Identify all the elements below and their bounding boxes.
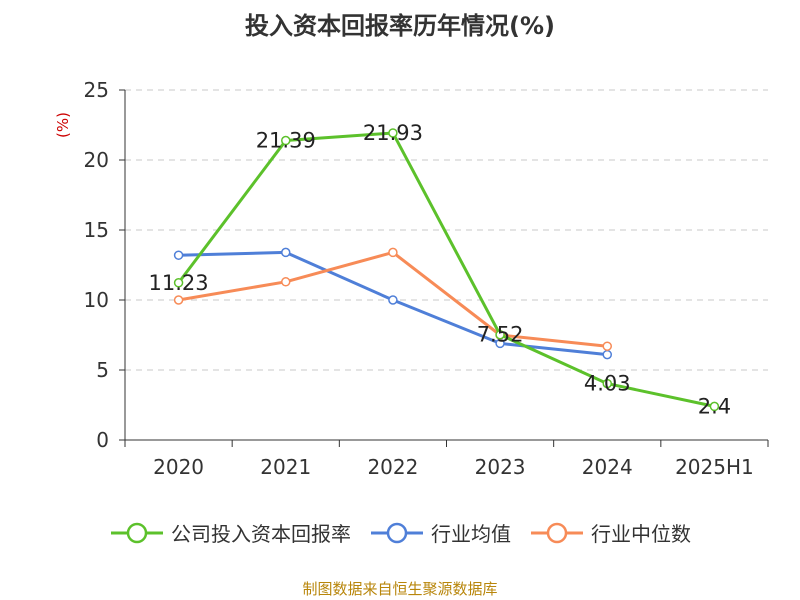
data-point bbox=[602, 378, 612, 389]
legend-label: 行业均值 bbox=[431, 522, 511, 546]
y-tick-label: 10 bbox=[84, 288, 109, 312]
legend-label: 公司投入资本回报率 bbox=[171, 522, 351, 546]
data-point bbox=[388, 247, 398, 258]
chart-title: 投入资本回报率历年情况(%) bbox=[245, 12, 555, 40]
legend: 公司投入资本回报率 行业均值 行业中位数 bbox=[0, 518, 800, 547]
data-label: 4.03 bbox=[584, 372, 631, 396]
data-point bbox=[173, 278, 184, 288]
legend-item[interactable]: 公司投入资本回报率 bbox=[109, 518, 351, 547]
y-tick-label: 25 bbox=[84, 78, 109, 102]
x-tick-label: 2023 bbox=[475, 455, 526, 479]
legend-item[interactable]: 行业中位数 bbox=[529, 518, 691, 547]
data-point bbox=[709, 401, 720, 412]
y-tick-label: 0 bbox=[96, 428, 109, 452]
data-label: 21.39 bbox=[256, 129, 316, 153]
data-label: 21.93 bbox=[363, 121, 423, 145]
legend-symbol-icon bbox=[531, 522, 583, 543]
x-tick-label: 2024 bbox=[582, 455, 633, 479]
data-point bbox=[173, 250, 184, 260]
y-axis-label: (%) bbox=[54, 112, 72, 138]
y-tick-label: 5 bbox=[96, 358, 109, 382]
data-point bbox=[495, 329, 505, 340]
legend-label: 行业中位数 bbox=[591, 522, 691, 546]
x-tick-label: 2021 bbox=[260, 455, 311, 479]
data-point bbox=[281, 247, 291, 258]
data-point bbox=[281, 135, 291, 146]
data-point bbox=[388, 295, 398, 305]
data-point bbox=[388, 128, 398, 138]
y-tick-label: 20 bbox=[84, 148, 109, 172]
data-point bbox=[602, 341, 612, 351]
x-tick-label: 2025H1 bbox=[675, 455, 754, 479]
data-label: 7.52 bbox=[477, 323, 524, 347]
legend-item[interactable]: 行业均值 bbox=[369, 518, 511, 547]
legend-symbol-icon bbox=[371, 522, 423, 543]
source-note: 制图数据来自恒生聚源数据库 bbox=[302, 580, 498, 598]
data-point bbox=[281, 277, 291, 287]
y-tick-label: 15 bbox=[84, 218, 109, 242]
data-label: 11.23 bbox=[149, 271, 209, 295]
x-tick-label: 2022 bbox=[367, 455, 418, 479]
data-point bbox=[173, 295, 184, 305]
series-line-0 bbox=[177, 131, 715, 408]
legend-symbol-icon bbox=[111, 522, 163, 543]
data-point bbox=[602, 349, 612, 360]
data-label: 2.4 bbox=[698, 394, 731, 418]
x-tick-label: 2020 bbox=[153, 455, 204, 479]
